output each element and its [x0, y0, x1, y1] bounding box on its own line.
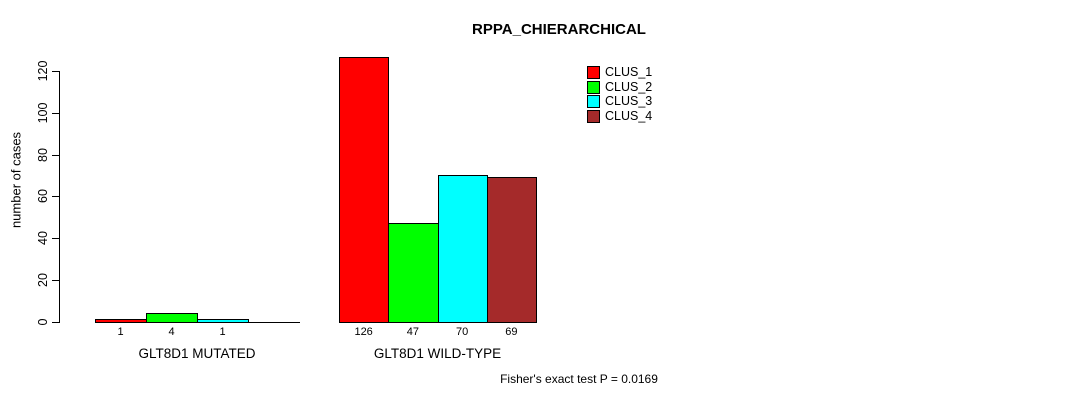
bar-value-label: 4 — [168, 326, 175, 338]
bar-value-label: 70 — [456, 326, 469, 338]
bar-value-label: 1 — [117, 326, 124, 338]
bar-value-label: 47 — [406, 326, 419, 338]
y-tick-mark — [52, 70, 59, 72]
y-tick-mark — [52, 322, 59, 323]
legend-swatch-icon — [587, 80, 600, 94]
y-tick-label: 0 — [36, 318, 50, 326]
legend-item-clus_1: CLUS_1 — [587, 66, 652, 79]
bar-clus_2-group2 — [388, 223, 439, 323]
y-tick-label: 80 — [36, 147, 50, 162]
legend-item-clus_2: CLUS_2 — [587, 79, 653, 94]
bar-value-label: 69 — [505, 326, 518, 338]
y-tick-label: 120 — [36, 60, 50, 82]
y-axis-title: number of cases — [8, 131, 24, 229]
y-tick-mark — [52, 238, 59, 240]
bar-clus_3-group1 — [197, 319, 249, 323]
y-tick-label: 20 — [36, 273, 50, 288]
y-tick-label: 40 — [36, 231, 50, 246]
y-tick-label: 60 — [36, 189, 50, 204]
y-tick-mark — [52, 196, 59, 198]
y-tick-mark — [52, 112, 59, 114]
legend-label: CLUS_4 — [605, 108, 653, 123]
legend-swatch-icon — [587, 109, 600, 123]
legend-item-clus_4: CLUS_4 — [587, 108, 653, 123]
legend-item-clus_3: CLUS_3 — [587, 95, 652, 108]
chart-title: RPPA_CHIERARCHICAL — [472, 21, 646, 38]
bar-clus_3-group2 — [437, 175, 488, 323]
x-axis-group-label: GLT8D1 WILD-TYPE — [373, 346, 502, 361]
bar-clus_1-group2 — [339, 57, 390, 323]
bar-clus_4-group1 — [248, 322, 300, 323]
bar-clus_2-group1 — [146, 313, 198, 323]
legend-label: CLUS_3 — [605, 94, 653, 108]
y-axis-line — [59, 71, 60, 323]
x-axis-group-label: GLT8D1 MUTATED — [138, 346, 256, 361]
legend-label: CLUS_1 — [605, 65, 653, 79]
bar-value-label: 126 — [354, 326, 373, 338]
bar-value-label: 1 — [219, 326, 226, 338]
bar-clus_1-group1 — [95, 319, 147, 323]
legend: CLUS_1 CLUS_2 CLUS_3 CLUS_4 — [587, 66, 652, 123]
legend-swatch-icon — [587, 95, 600, 108]
y-tick-mark — [52, 280, 59, 282]
pvalue-annotation: Fisher's exact test P = 0.0169 — [500, 372, 658, 386]
y-tick-mark — [52, 154, 59, 156]
bar-clus_4-group2 — [486, 177, 537, 323]
y-tick-label: 100 — [36, 102, 50, 124]
legend-swatch-icon — [587, 66, 600, 79]
legend-label: CLUS_2 — [605, 79, 653, 94]
